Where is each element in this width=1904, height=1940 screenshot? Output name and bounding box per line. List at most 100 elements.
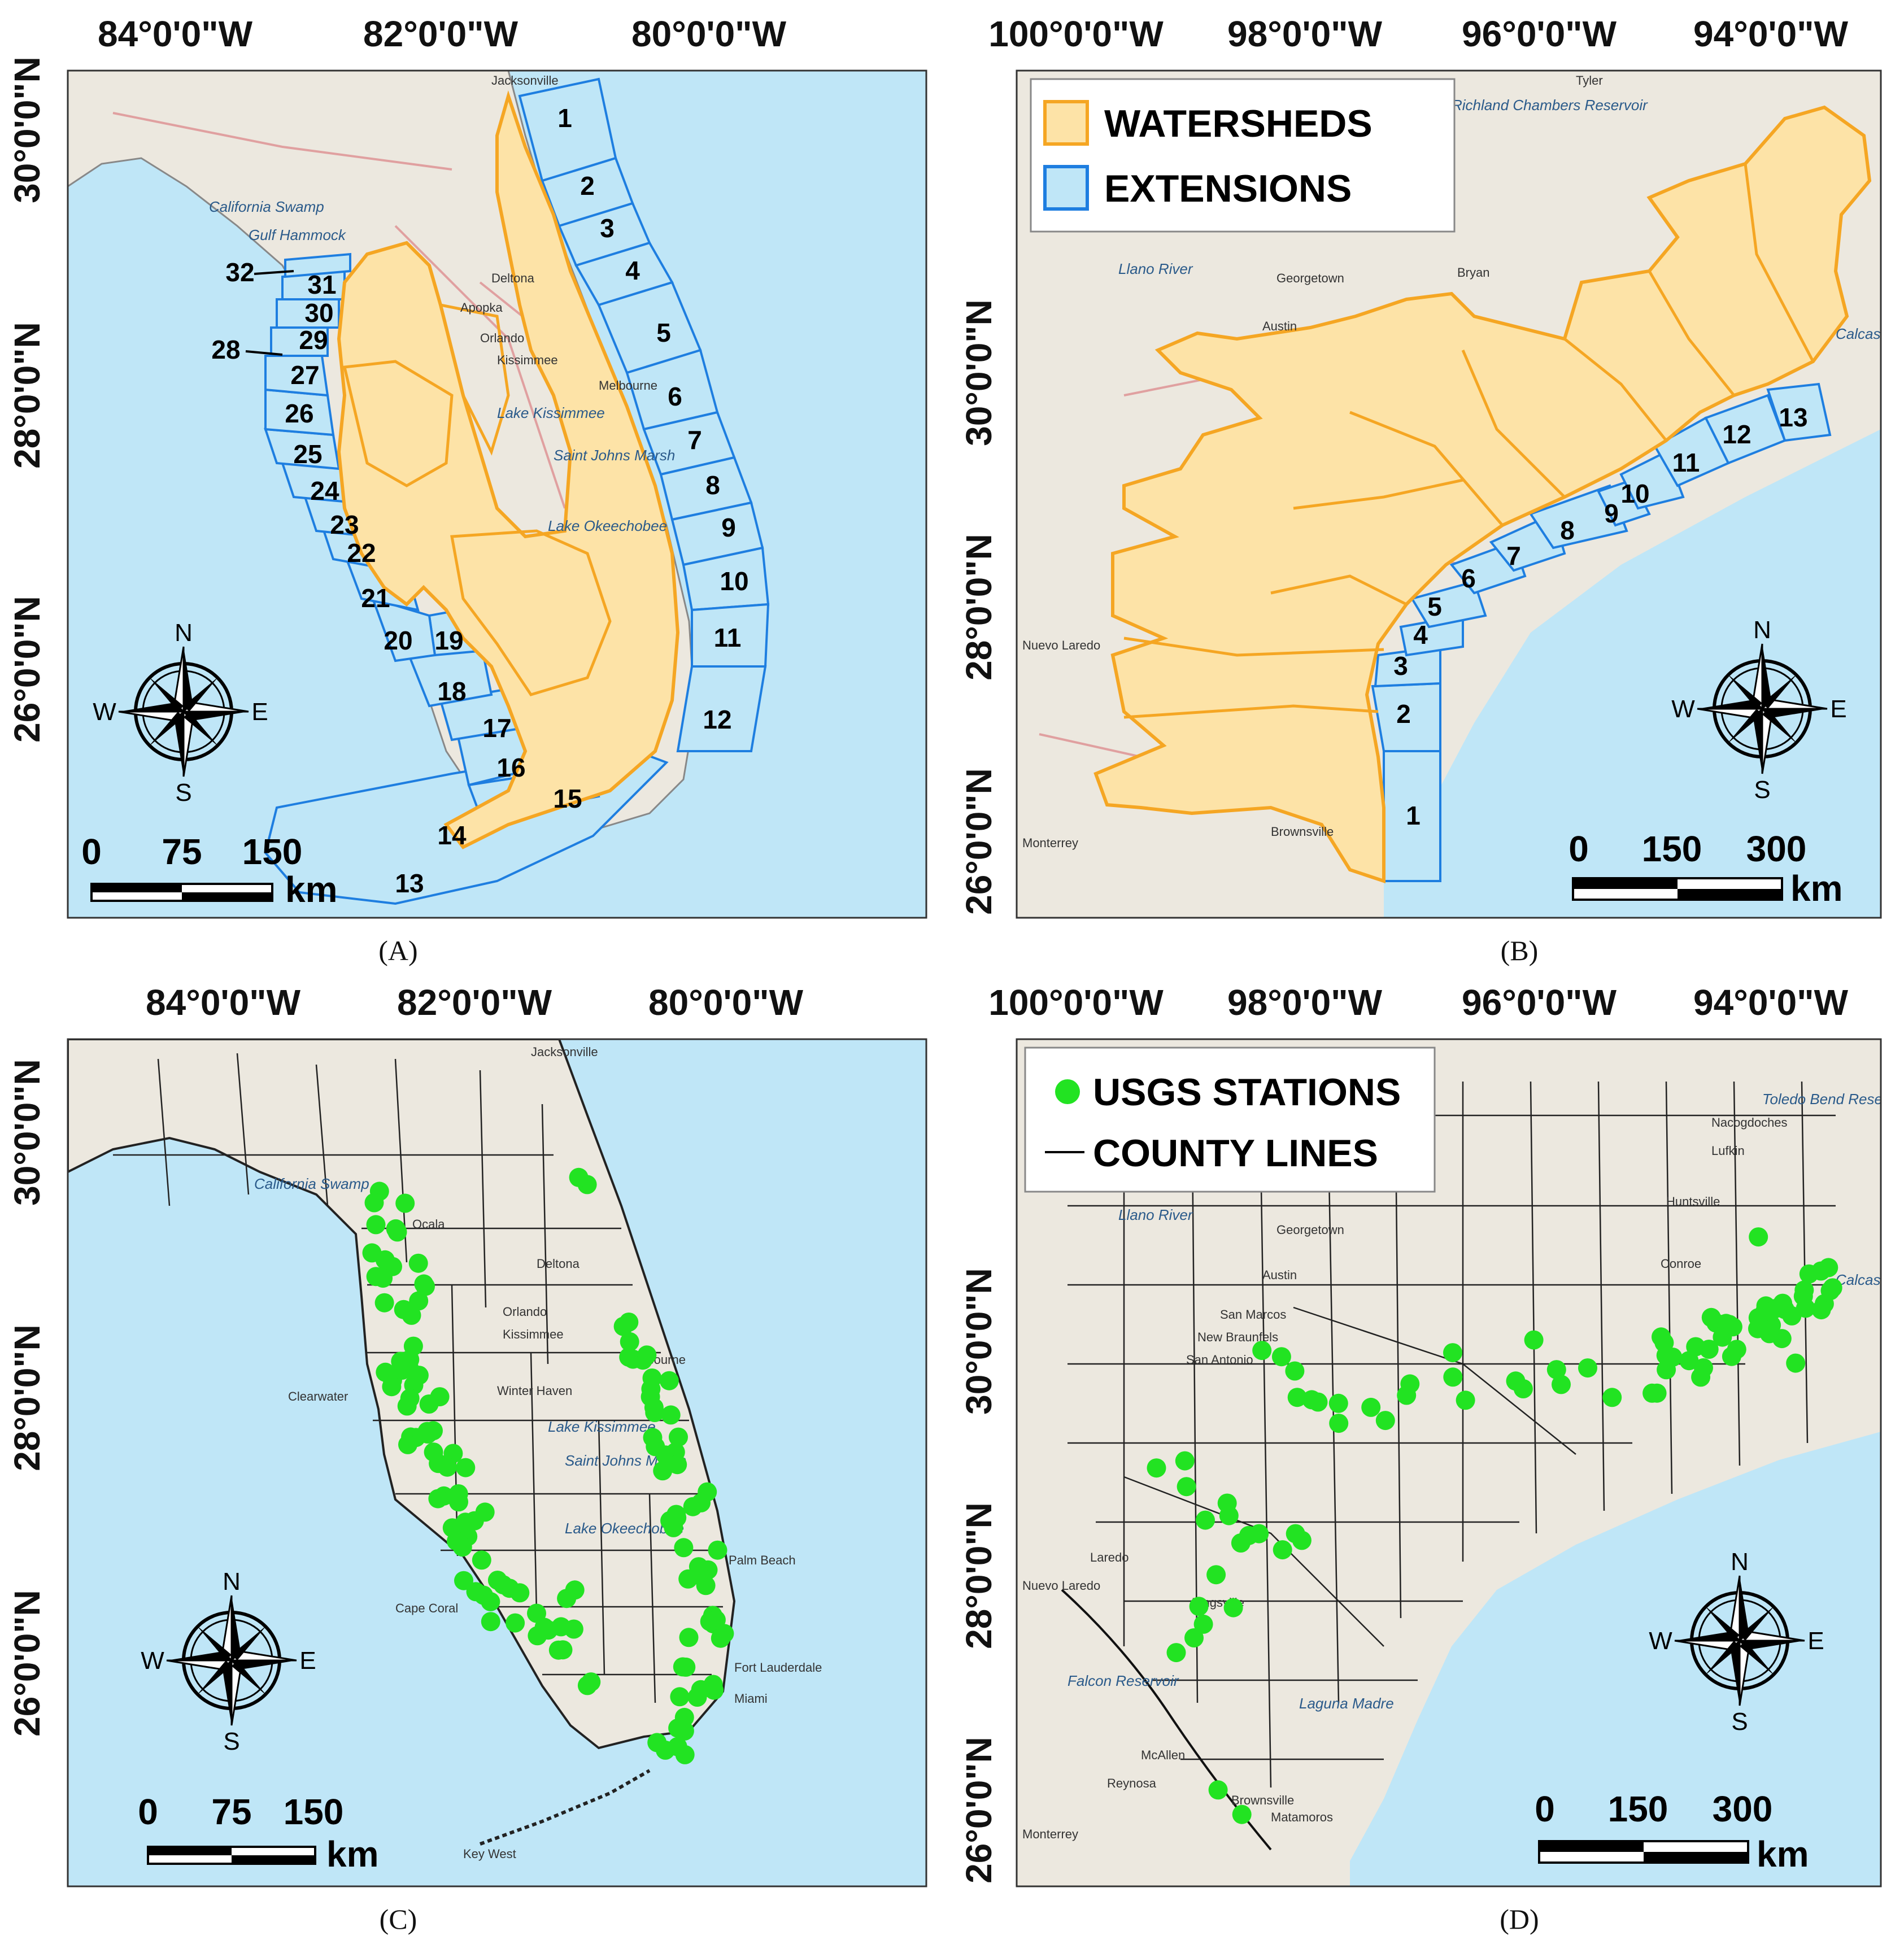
place-laredo: Laredo	[1090, 1550, 1129, 1564]
station-point	[1328, 1393, 1348, 1413]
x-tick-80w-c: 80°0'0"W	[648, 982, 804, 1023]
region-labels-b: 1 2 3 4 5 6 7 8 9 10 11 12 13	[1393, 403, 1807, 830]
station-point	[472, 1550, 491, 1570]
x-tick-100w-d: 100°0'0"W	[988, 982, 1164, 1023]
station-point	[669, 1427, 688, 1447]
svg-text:E: E	[299, 1647, 316, 1675]
station-point	[1177, 1477, 1196, 1497]
svg-text:7: 7	[687, 425, 702, 455]
x-tick-84w: 84°0'0"W	[98, 14, 253, 54]
svg-text:21: 21	[361, 583, 390, 613]
scale-bar-b: 0 150 300 km	[1568, 829, 1842, 909]
legend-label-usgs-stations: USGS STATIONS	[1093, 1071, 1401, 1114]
svg-text:28: 28	[211, 335, 240, 364]
station-point	[557, 1589, 577, 1608]
svg-text:22: 22	[347, 538, 376, 568]
x-tick-94w-d: 94°0'0"W	[1693, 982, 1849, 1023]
station-point	[528, 1626, 547, 1646]
svg-text:E: E	[1807, 1627, 1824, 1655]
station-point	[643, 1428, 663, 1448]
north-arrow-icon: N E S W	[1671, 616, 1846, 804]
place-toledo-bend: Toledo Bend Reservoir	[1762, 1091, 1904, 1108]
svg-text:23: 23	[330, 510, 359, 539]
station-point	[708, 1540, 727, 1560]
x-tick-84w-c: 84°0'0"W	[146, 982, 301, 1023]
place-georgetown: Georgetown	[1276, 271, 1344, 285]
y-tick-26n: 26°0'0"N	[7, 596, 47, 743]
place-saint-johns-marsh: Saint Johns Marsh	[554, 447, 675, 464]
station-point	[668, 1718, 688, 1738]
station-point	[653, 1461, 673, 1481]
station-point	[670, 1687, 690, 1707]
station-point	[1727, 1340, 1746, 1359]
station-point	[1166, 1643, 1186, 1663]
station-point	[620, 1332, 639, 1352]
place-orlando-c: Orlando	[503, 1305, 547, 1319]
map-b: Tyler Richland Chambers Reservoir Llano …	[1017, 71, 1881, 918]
svg-text:150: 150	[242, 831, 303, 872]
station-point	[1375, 1411, 1395, 1431]
station-point	[674, 1538, 694, 1558]
place-gulf-hammock: Gulf Hammock	[249, 226, 347, 243]
y-tick-30n-d: 30°0'0"N	[958, 1268, 999, 1415]
station-point	[1578, 1358, 1597, 1378]
svg-text:15: 15	[553, 784, 582, 813]
svg-text:29: 29	[299, 325, 328, 355]
station-point	[647, 1733, 667, 1752]
svg-text:17: 17	[482, 713, 511, 743]
station-point	[456, 1458, 476, 1477]
place-reynosa: Reynosa	[1107, 1776, 1157, 1790]
legend-d: USGS STATIONS COUNTY LINES	[1024, 1047, 1436, 1193]
station-point	[1443, 1367, 1463, 1387]
station-point	[1823, 1278, 1842, 1298]
extension-polygons-b	[1371, 382, 1832, 882]
svg-text:0: 0	[1535, 1789, 1555, 1829]
x-tick-82w: 82°0'0"W	[363, 14, 519, 54]
station-point	[1252, 1341, 1272, 1361]
station-point	[659, 1371, 679, 1390]
svg-text:N: N	[175, 619, 193, 647]
usgs-stations-c	[362, 1167, 734, 1764]
station-point	[454, 1571, 473, 1590]
station-point	[398, 1435, 417, 1454]
svg-text:9: 9	[1604, 499, 1619, 528]
place-austin-d: Austin	[1262, 1268, 1297, 1282]
svg-text:20: 20	[384, 626, 412, 655]
svg-text:3: 3	[1393, 651, 1408, 681]
station-point	[1193, 1614, 1213, 1634]
usgs-stations-d	[1147, 1227, 1842, 1824]
station-point	[1819, 1258, 1838, 1278]
station-point	[661, 1405, 681, 1425]
place-lufkin: Lufkin	[1711, 1144, 1745, 1158]
svg-text:300: 300	[1713, 1789, 1773, 1829]
station-point	[1189, 1597, 1209, 1616]
svg-text:5: 5	[1427, 592, 1442, 621]
place-ocala: Ocala	[412, 1217, 445, 1231]
svg-text:E: E	[1830, 695, 1846, 723]
place-fort-lauderdale: Fort Lauderdale	[734, 1660, 822, 1675]
station-point	[1811, 1300, 1831, 1320]
svg-text:10: 10	[1620, 479, 1649, 508]
place-tyler: Tyler	[1576, 73, 1603, 88]
y-tick-28n-b: 28°0'0"N	[958, 534, 999, 681]
station-point	[1175, 1451, 1195, 1471]
station-point	[1654, 1333, 1674, 1353]
station-point	[1602, 1388, 1622, 1407]
station-point	[644, 1398, 664, 1418]
station-point	[386, 1219, 406, 1239]
place-conroe: Conroe	[1661, 1257, 1701, 1271]
station-point	[395, 1193, 415, 1213]
svg-text:N: N	[223, 1568, 241, 1595]
station-point	[416, 1276, 435, 1296]
legend-symbol-usgs-stations	[1055, 1079, 1080, 1104]
station-point	[1361, 1397, 1381, 1417]
station-point	[1292, 1531, 1312, 1550]
county-lines-c	[113, 1053, 723, 1703]
station-point	[409, 1366, 429, 1385]
svg-text:0: 0	[138, 1791, 158, 1832]
station-point	[679, 1628, 699, 1647]
svg-text:13: 13	[1779, 403, 1807, 432]
svg-text:75: 75	[211, 1791, 251, 1832]
legend-swatch-extensions	[1043, 165, 1089, 211]
panel-label-a: (A)	[378, 935, 417, 966]
